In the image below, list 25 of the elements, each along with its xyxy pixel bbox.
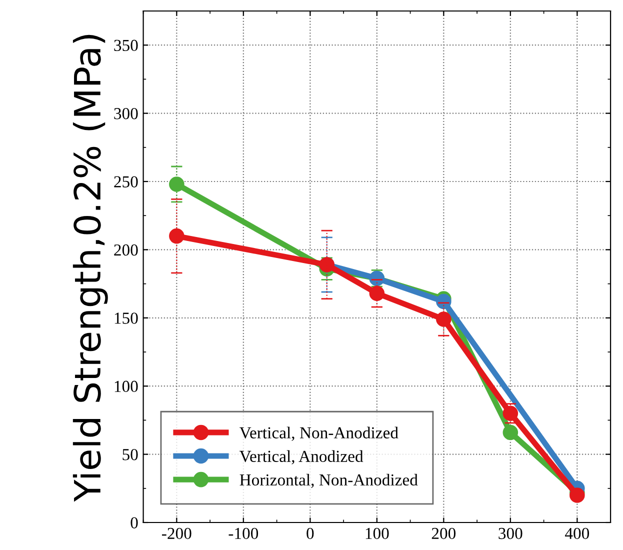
point bbox=[436, 312, 452, 327]
y-tick-label: 50 bbox=[122, 449, 138, 460]
y-tick-label: 350 bbox=[114, 40, 138, 52]
point bbox=[570, 488, 585, 503]
y-tick-label: 300 bbox=[114, 108, 138, 120]
x-tick-label: 100 bbox=[366, 528, 389, 540]
y-tick-label: 100 bbox=[114, 380, 138, 392]
x-tick-label: 200 bbox=[432, 528, 456, 540]
point bbox=[502, 424, 518, 440]
y-tick-label: 200 bbox=[114, 244, 138, 256]
x-tick-label: 0 bbox=[306, 528, 314, 540]
x-tick-label: 400 bbox=[564, 528, 590, 540]
point bbox=[369, 286, 385, 301]
point bbox=[169, 176, 184, 192]
y-tick-label: 250 bbox=[114, 176, 138, 188]
y-tick-label: 0 bbox=[130, 517, 138, 528]
x-tick-label: 300 bbox=[498, 528, 522, 540]
point bbox=[169, 228, 184, 244]
y-axis-title: Yield Strength,0.2% (MPa) bbox=[72, 34, 108, 502]
x-tick-label: -100 bbox=[228, 528, 258, 540]
legend-label: Vertical, Non-Anodized bbox=[239, 426, 398, 441]
legend-label: Vertical, Anodized bbox=[239, 450, 364, 464]
x-tick-label: -200 bbox=[162, 528, 192, 540]
legend-label: Horizontal, Non-Anodized bbox=[240, 474, 418, 488]
y-tick-label: 150 bbox=[114, 312, 138, 324]
